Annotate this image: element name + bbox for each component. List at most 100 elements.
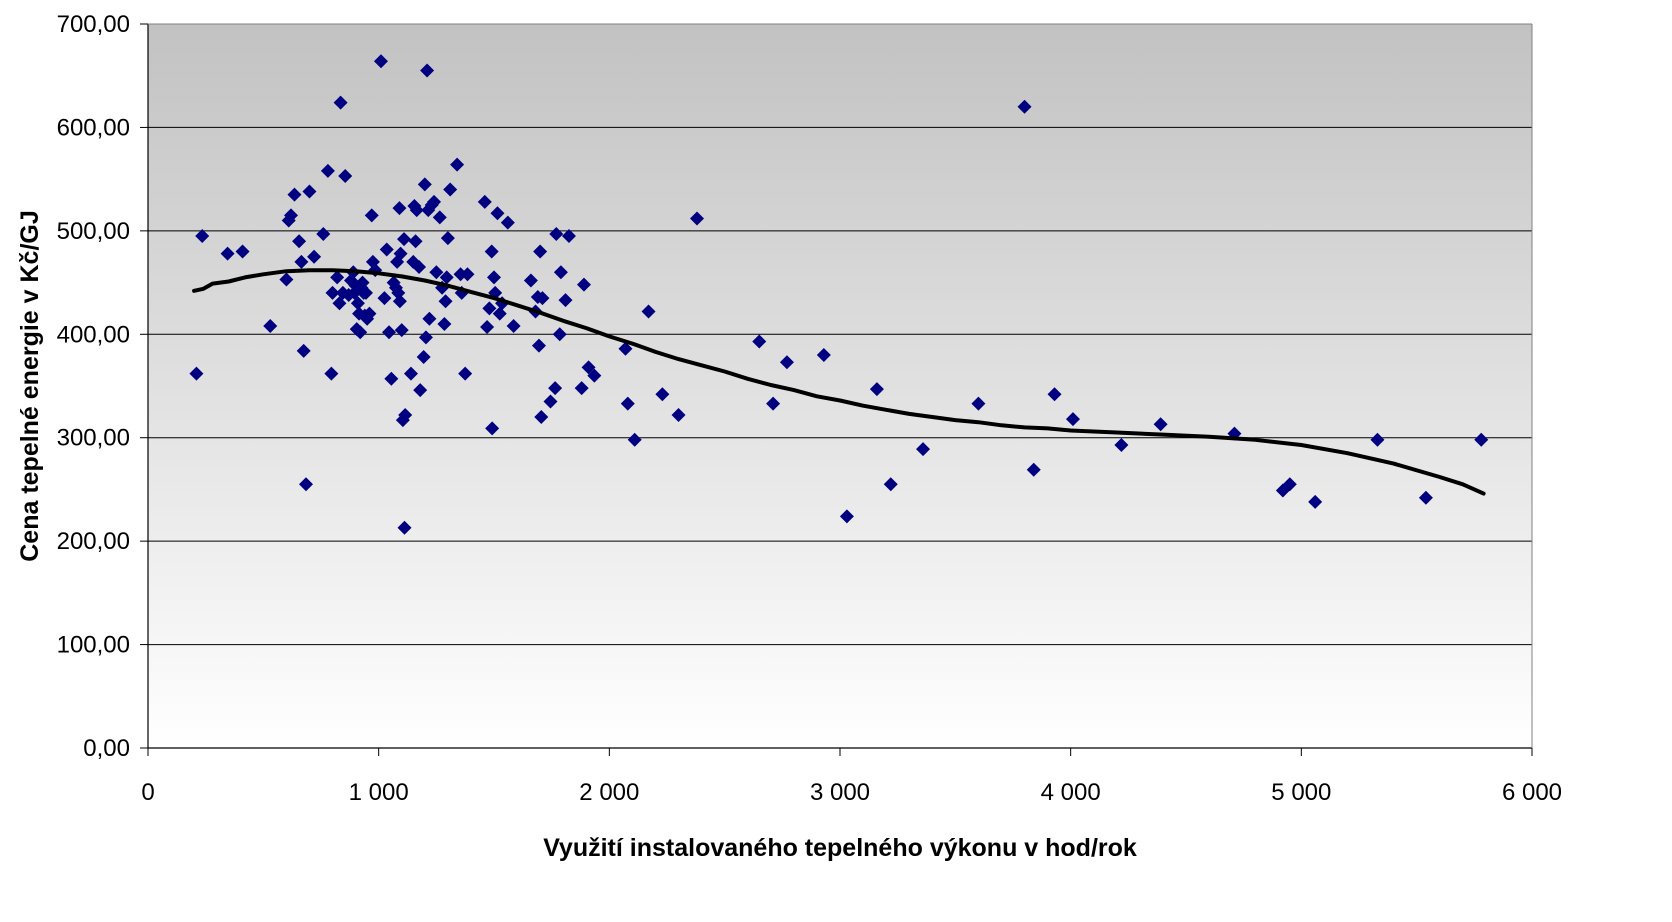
data-point [316, 226, 331, 241]
data-point [299, 477, 314, 492]
data-point [333, 95, 348, 110]
data-point [438, 294, 453, 309]
data-point [620, 396, 635, 411]
x-tick-label: 2 000 [579, 779, 639, 806]
data-point [477, 194, 492, 209]
data-point [398, 407, 413, 422]
data-point [302, 184, 317, 199]
data-point [561, 229, 576, 244]
data-point [279, 272, 294, 287]
data-point [393, 246, 408, 261]
data-point [294, 254, 309, 269]
data-points [189, 54, 1489, 535]
data-point [533, 244, 548, 259]
data-point [689, 211, 704, 226]
x-tick-label: 0 [141, 779, 154, 806]
x-tick-label: 4 000 [1041, 779, 1101, 806]
plot-area [148, 24, 1532, 748]
data-point [353, 325, 368, 340]
trend-layer [192, 268, 1486, 496]
data-point [397, 232, 412, 247]
data-point [458, 366, 473, 381]
data-point [506, 319, 521, 334]
data-point [392, 201, 407, 216]
x-tick-label: 1 000 [349, 779, 409, 806]
data-point [1114, 437, 1129, 452]
data-point [490, 206, 505, 221]
data-point [1474, 432, 1489, 447]
y-tick-label: 500,00 [57, 218, 130, 245]
data-point [284, 208, 299, 223]
data-point [752, 334, 767, 349]
data-point [655, 387, 670, 402]
data-point [364, 208, 379, 223]
data-point [1418, 490, 1433, 505]
data-point [484, 244, 499, 259]
data-point [618, 341, 633, 356]
y-tick-label: 100,00 [57, 632, 130, 659]
data-point [418, 330, 433, 345]
data-point [1370, 432, 1385, 447]
data-point [416, 350, 431, 365]
y-tick-label: 300,00 [57, 425, 130, 452]
data-point [558, 293, 573, 308]
data-point [220, 246, 235, 261]
data-point [482, 301, 497, 316]
data-point [549, 226, 564, 241]
data-point [437, 316, 452, 331]
data-point [362, 306, 377, 321]
data-point [816, 347, 831, 362]
data-point [779, 355, 794, 370]
x-tick-label: 3 000 [810, 779, 870, 806]
data-point [460, 267, 475, 282]
data-point [552, 327, 567, 342]
tick-labels: 0,00 100,00 200,00 300,00 400,00 500,00 600,00… [57, 11, 1562, 806]
data-point [338, 169, 353, 184]
data-point [766, 396, 781, 411]
data-point [379, 242, 394, 257]
data-point [439, 270, 454, 285]
y-tick-label: 600,00 [57, 114, 130, 141]
data-point [373, 54, 388, 69]
y-axis-title: Cena tepelné energie v Kč/GJ [16, 210, 44, 562]
data-point [535, 291, 550, 306]
data-point [1026, 462, 1041, 477]
data-point [417, 177, 432, 192]
data-point [548, 381, 563, 396]
data-point [443, 182, 458, 197]
data-point [641, 304, 656, 319]
data-point [377, 291, 392, 306]
data-point [324, 366, 339, 381]
data-point [587, 368, 602, 383]
data-point [480, 320, 495, 335]
data-point [450, 157, 465, 172]
y-tick-label: 0,00 [83, 735, 130, 762]
data-point [543, 394, 558, 409]
data-point [523, 273, 538, 288]
data-point [330, 270, 345, 285]
data-point [420, 63, 435, 78]
data-point [553, 265, 568, 280]
data-point [358, 285, 373, 300]
data-point [422, 311, 437, 326]
data-point [307, 249, 322, 264]
data-point [581, 360, 596, 375]
data-point [189, 366, 204, 381]
y-tick-label: 400,00 [57, 321, 130, 348]
data-point [671, 407, 686, 422]
data-point [627, 432, 642, 447]
data-point [432, 210, 447, 225]
data-point [292, 234, 307, 249]
data-point [325, 285, 340, 300]
data-point [394, 323, 409, 338]
data-point [235, 244, 250, 259]
y-tick-label: 200,00 [57, 528, 130, 555]
data-point [320, 163, 335, 178]
data-point [916, 442, 931, 457]
data-point [429, 265, 444, 280]
data-point [1308, 494, 1323, 509]
x-tick-label: 6 000 [1502, 779, 1562, 806]
data-point [409, 203, 424, 218]
data-point [195, 229, 210, 244]
